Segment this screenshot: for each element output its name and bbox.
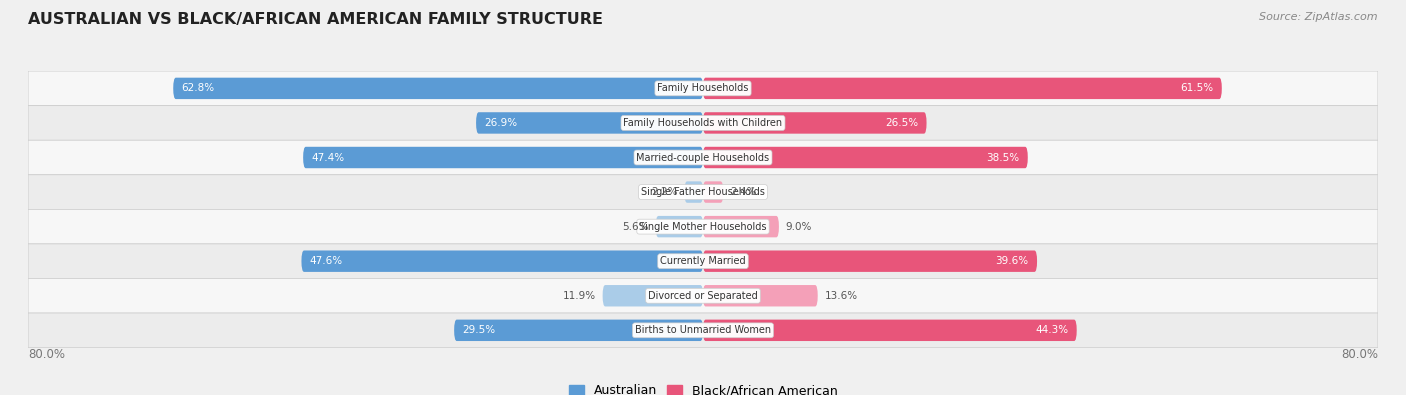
Text: 80.0%: 80.0% (28, 348, 65, 361)
Text: 47.6%: 47.6% (309, 256, 343, 266)
FancyBboxPatch shape (703, 147, 1028, 168)
FancyBboxPatch shape (703, 112, 927, 134)
Text: 29.5%: 29.5% (463, 325, 496, 335)
Text: 2.2%: 2.2% (651, 187, 678, 197)
Text: 80.0%: 80.0% (1341, 348, 1378, 361)
FancyBboxPatch shape (28, 278, 1378, 313)
FancyBboxPatch shape (173, 78, 703, 99)
Text: Family Households with Children: Family Households with Children (623, 118, 783, 128)
Text: Births to Unmarried Women: Births to Unmarried Women (636, 325, 770, 335)
Legend: Australian, Black/African American: Australian, Black/African American (564, 379, 842, 395)
Text: 47.4%: 47.4% (312, 152, 344, 162)
FancyBboxPatch shape (703, 181, 723, 203)
FancyBboxPatch shape (703, 78, 1222, 99)
FancyBboxPatch shape (655, 216, 703, 237)
Text: 62.8%: 62.8% (181, 83, 215, 93)
Text: Currently Married: Currently Married (661, 256, 745, 266)
FancyBboxPatch shape (703, 320, 1077, 341)
Text: 26.9%: 26.9% (485, 118, 517, 128)
FancyBboxPatch shape (301, 250, 703, 272)
Text: 11.9%: 11.9% (562, 291, 596, 301)
FancyBboxPatch shape (28, 244, 1378, 278)
FancyBboxPatch shape (28, 106, 1378, 140)
Text: Single Father Households: Single Father Households (641, 187, 765, 197)
FancyBboxPatch shape (477, 112, 703, 134)
Text: Source: ZipAtlas.com: Source: ZipAtlas.com (1260, 12, 1378, 22)
Text: 39.6%: 39.6% (995, 256, 1029, 266)
FancyBboxPatch shape (703, 250, 1038, 272)
FancyBboxPatch shape (703, 285, 818, 307)
Text: Single Mother Households: Single Mother Households (640, 222, 766, 231)
FancyBboxPatch shape (603, 285, 703, 307)
FancyBboxPatch shape (28, 313, 1378, 348)
Text: AUSTRALIAN VS BLACK/AFRICAN AMERICAN FAMILY STRUCTURE: AUSTRALIAN VS BLACK/AFRICAN AMERICAN FAM… (28, 12, 603, 27)
FancyBboxPatch shape (28, 140, 1378, 175)
FancyBboxPatch shape (304, 147, 703, 168)
FancyBboxPatch shape (454, 320, 703, 341)
Text: 26.5%: 26.5% (884, 118, 918, 128)
Text: 2.4%: 2.4% (730, 187, 756, 197)
FancyBboxPatch shape (28, 71, 1378, 106)
FancyBboxPatch shape (28, 209, 1378, 244)
Text: Family Households: Family Households (658, 83, 748, 93)
FancyBboxPatch shape (685, 181, 703, 203)
Text: Married-couple Households: Married-couple Households (637, 152, 769, 162)
Text: Divorced or Separated: Divorced or Separated (648, 291, 758, 301)
Text: 61.5%: 61.5% (1180, 83, 1213, 93)
FancyBboxPatch shape (28, 175, 1378, 209)
Text: 13.6%: 13.6% (824, 291, 858, 301)
Text: 38.5%: 38.5% (986, 152, 1019, 162)
Text: 9.0%: 9.0% (786, 222, 813, 231)
Text: 5.6%: 5.6% (623, 222, 650, 231)
FancyBboxPatch shape (703, 216, 779, 237)
Text: 44.3%: 44.3% (1035, 325, 1069, 335)
